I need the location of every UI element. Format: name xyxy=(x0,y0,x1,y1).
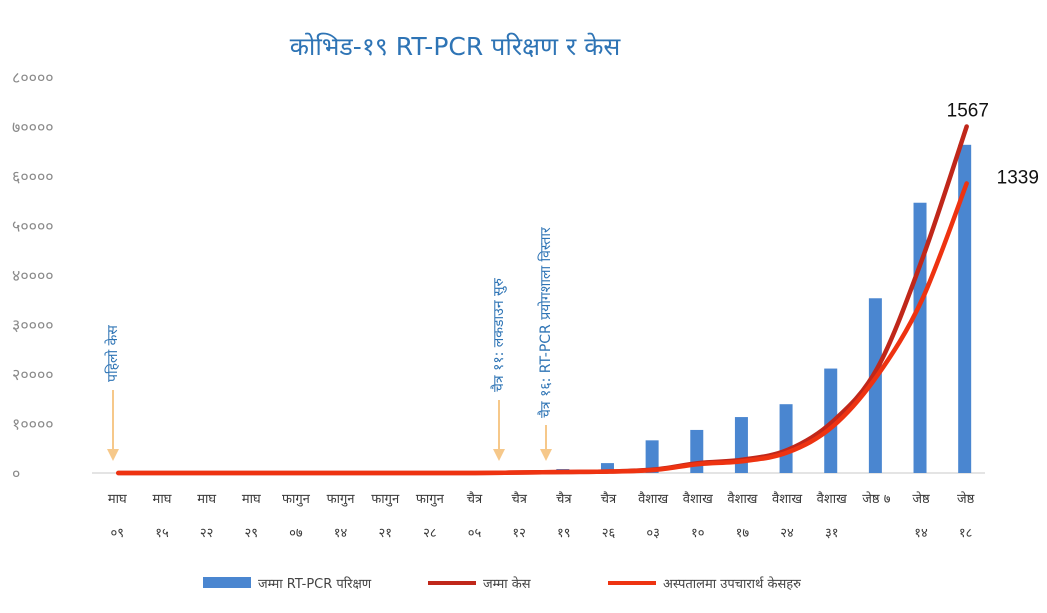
legend-swatch-bar xyxy=(203,577,251,588)
x-tick-label: वैशाख xyxy=(683,491,713,507)
x-tick-label: चैत्र xyxy=(511,491,527,507)
annotation-label: पहिलो केस xyxy=(104,325,121,382)
x-tick-label: १९ xyxy=(557,526,571,541)
end-labels: 1567 1339 xyxy=(947,101,1039,189)
x-tick-label: जेष्ठ ७ xyxy=(862,491,890,507)
x-tick-label: वैशाख xyxy=(817,491,847,507)
annotation-label: चैत्र ११: लकडाउन सुरु xyxy=(490,277,507,392)
x-tick-label: माघ xyxy=(242,492,261,507)
x-tick-label: १७ xyxy=(736,526,750,541)
bar xyxy=(645,440,659,473)
y-tick-label: २०००० xyxy=(12,365,54,384)
line-series xyxy=(116,124,969,476)
y-tick-label: ४०००० xyxy=(12,266,54,285)
y-tick-label: ८०००० xyxy=(12,68,54,87)
x-tick-label: १२ xyxy=(512,526,526,541)
x-tick-label: ३१ xyxy=(825,526,839,541)
x-tick-label: ०३ xyxy=(646,526,660,541)
y-tick-label: ३०००० xyxy=(12,316,54,335)
arrow-head xyxy=(493,449,505,461)
x-tick-label: १४ xyxy=(914,526,928,541)
data-label: 1339 xyxy=(997,167,1039,188)
x-tick-label: १४ xyxy=(334,526,348,541)
x-tick-label: २१ xyxy=(378,526,392,541)
x-tick-label: माघ xyxy=(197,492,216,507)
data-label: 1567 xyxy=(947,101,989,122)
x-tick-label: फागुन xyxy=(416,492,445,507)
x-tick-label: वैशाख xyxy=(638,491,668,507)
x-tick-label: वैशाख xyxy=(772,491,802,507)
x-tick-label: फागुन xyxy=(327,492,356,507)
legend-label: अस्पतालमा उपचारार्थ केसहरु xyxy=(663,576,801,592)
y-tick-label: ७०००० xyxy=(12,118,54,137)
bar xyxy=(868,298,882,473)
x-tick-label: चैत्र xyxy=(601,491,617,507)
bar xyxy=(600,463,614,473)
x-tick-label: फागुन xyxy=(371,492,400,507)
x-tick-label: ०७ xyxy=(289,526,303,541)
x-tick-label: फागुन xyxy=(282,492,311,507)
hospital-cases-line xyxy=(116,181,969,476)
x-tick-label: चैत्र xyxy=(467,491,483,507)
y-tick-label: ५०००० xyxy=(12,217,54,236)
bar xyxy=(913,202,927,474)
x-tick-label: २४ xyxy=(780,526,794,541)
x-tick-label: २८ xyxy=(423,526,437,541)
x-tick-label: १५ xyxy=(155,526,169,541)
x-tick-label: माघ xyxy=(153,492,172,507)
x-tick-label: ०५ xyxy=(468,526,482,541)
x-tick-label: ०९ xyxy=(111,526,125,541)
x-tick-label: २९ xyxy=(245,526,259,541)
annotation-label: चैत्र १६: RT-PCR प्रयोगशाला विस्तार xyxy=(537,227,554,418)
x-tick-label: माघ xyxy=(108,492,127,507)
chart-title: कोभिड-१९ RT-PCR परिक्षण र केस xyxy=(290,32,622,61)
annotations: पहिलो केस चैत्र ११: लकडाउन सुरु चैत्र १६: … xyxy=(104,227,554,461)
legend-label: जम्मा RT-PCR परिक्षण xyxy=(258,576,372,592)
x-tick-label: १० xyxy=(691,526,705,541)
bar xyxy=(958,144,972,473)
x-tick-label: जेष्ठ xyxy=(912,491,930,507)
x-tick-label: २२ xyxy=(200,526,214,541)
arrow-head xyxy=(540,449,552,461)
y-axis-ticks: ० १०००० २०००० ३०००० ४०००० ५०००० ६०००० ७०००० ८०००… xyxy=(12,68,54,483)
y-tick-label: ६०००० xyxy=(12,167,54,186)
x-tick-label: १८ xyxy=(959,526,973,541)
legend: जम्मा RT-PCR परिक्षण जम्मा केस अस्पतालमा उ… xyxy=(203,576,801,592)
x-tick-label: चैत्र xyxy=(556,491,572,507)
y-tick-label: ० xyxy=(12,464,20,483)
x-tick-label: वैशाख xyxy=(727,491,757,507)
x-tick-label: २६ xyxy=(602,526,616,541)
y-tick-label: १०००० xyxy=(12,415,54,434)
x-tick-label: जेष्ठ xyxy=(957,491,975,507)
bar xyxy=(779,404,793,473)
bar xyxy=(734,417,748,473)
arrow-head xyxy=(107,449,119,461)
legend-label: जम्मा केस xyxy=(483,576,531,592)
x-axis-ticks: माघ ०९ माघ १५ माघ २२ माघ २९ फागुन ०७ फागुन १४ फागुन २… xyxy=(108,491,975,541)
